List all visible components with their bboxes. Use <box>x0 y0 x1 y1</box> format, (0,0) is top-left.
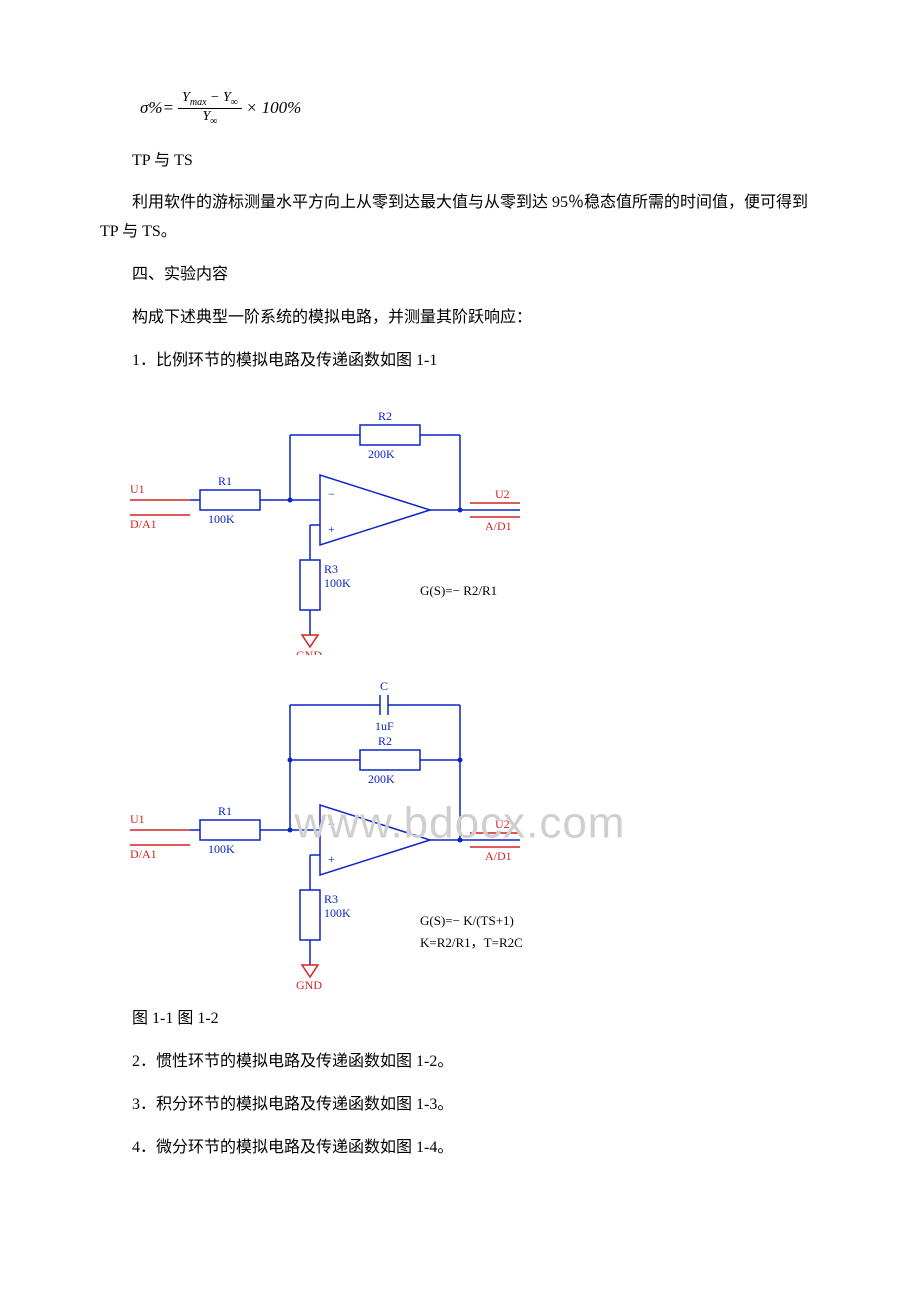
item-1: 1．比例环节的模拟电路及传递函数如图 1-1 <box>100 347 820 376</box>
svg-text:U1: U1 <box>130 812 145 826</box>
svg-text:U1: U1 <box>130 482 145 496</box>
svg-text:D/A1: D/A1 <box>130 847 157 861</box>
svg-text:C: C <box>380 679 388 693</box>
svg-text:A/D1: A/D1 <box>485 519 512 533</box>
item-2: 2．惯性环节的模拟电路及传递函数如图 1-2。 <box>100 1048 820 1077</box>
svg-text:−: − <box>328 487 335 501</box>
svg-text:100K: 100K <box>208 842 235 856</box>
svg-text:D/A1: D/A1 <box>130 517 157 531</box>
svg-text:200K: 200K <box>368 772 395 786</box>
svg-text:U2: U2 <box>495 817 510 831</box>
svg-text:G(S)=− K/(TS+1): G(S)=− K/(TS+1) <box>420 913 514 928</box>
svg-text:A/D1: A/D1 <box>485 849 512 863</box>
tp-ts-body: 利用软件的游标测量水平方向上从零到达最大值与从零到达 95％稳态值所需的时间值，… <box>100 189 820 247</box>
svg-text:G(S)=− R2/R1: G(S)=− R2/R1 <box>420 583 497 598</box>
svg-text:GND: GND <box>296 648 322 655</box>
svg-text:R2: R2 <box>378 734 392 748</box>
figure-caption: 图 1-1 图 1-2 <box>100 1005 820 1034</box>
section-4-body: 构成下述典型一阶系统的模拟电路，并测量其阶跃响应： <box>100 304 820 333</box>
svg-text:+: + <box>328 522 335 536</box>
section-4-title: 四、实验内容 <box>100 261 820 290</box>
svg-text:R3: R3 <box>324 892 338 906</box>
svg-text:K=R2/R1，T=R2C: K=R2/R1，T=R2C <box>420 935 523 950</box>
sigma: σ <box>140 93 148 124</box>
sigma-formula: σ% = Ymax − Y∞ Y∞ × 100% <box>140 90 820 127</box>
tp-ts-title: TP 与 TS <box>100 147 820 176</box>
circuit-diagram-1: U1 D/A1 R1 100K − + R2 200K U2 A/D1 R3 1… <box>100 395 820 655</box>
svg-text:100K: 100K <box>208 512 235 526</box>
circuit-diagram-2: www.bdocx.com C 1uF R2 200K U1 D/A1 R1 1… <box>100 675 820 995</box>
svg-text:R1: R1 <box>218 804 232 818</box>
item-3: 3．积分环节的模拟电路及传递函数如图 1-3。 <box>100 1091 820 1120</box>
svg-text:100K: 100K <box>324 906 351 920</box>
fraction: Ymax − Y∞ Y∞ <box>178 90 242 127</box>
svg-text:R3: R3 <box>324 562 338 576</box>
svg-text:R1: R1 <box>218 474 232 488</box>
svg-text:100K: 100K <box>324 576 351 590</box>
item-4: 4．微分环节的模拟电路及传递函数如图 1-4。 <box>100 1134 820 1163</box>
svg-text:+: + <box>328 852 335 866</box>
svg-text:1uF: 1uF <box>375 719 394 733</box>
svg-text:−: − <box>328 817 335 831</box>
svg-text:U2: U2 <box>495 487 510 501</box>
svg-text:200K: 200K <box>368 447 395 461</box>
svg-text:GND: GND <box>296 978 322 992</box>
svg-text:R2: R2 <box>378 409 392 423</box>
